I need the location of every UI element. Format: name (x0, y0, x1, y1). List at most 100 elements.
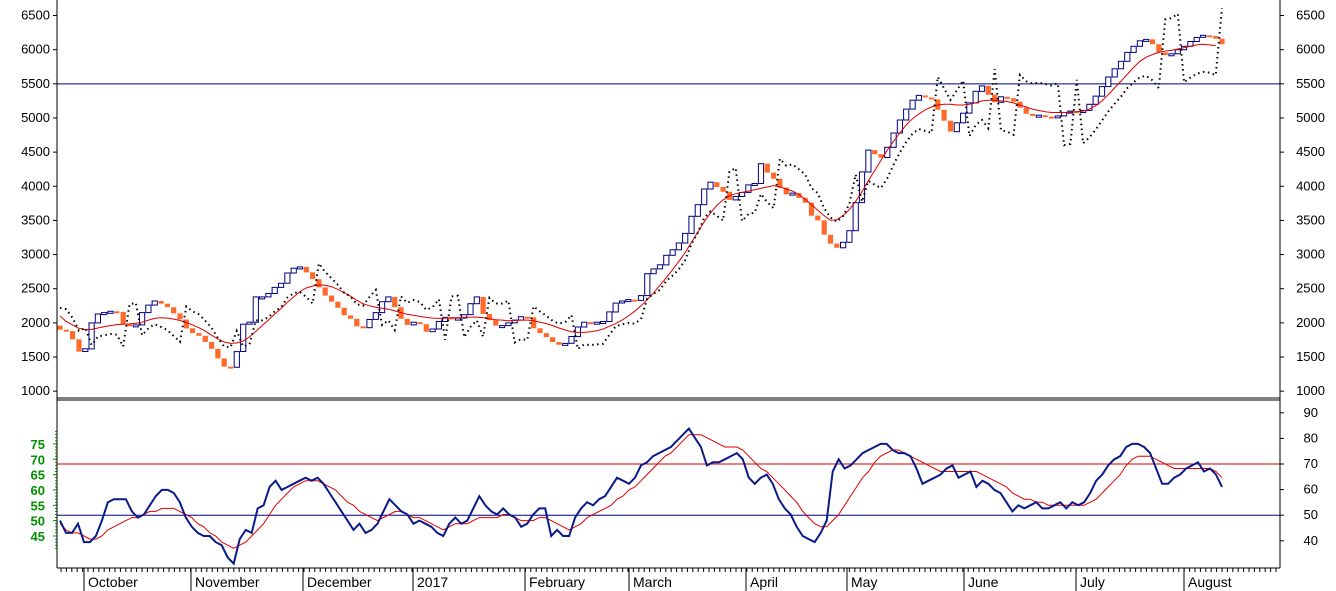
oscillator-tick-label-left: 70 (31, 452, 45, 467)
x-tick-label: December (307, 574, 372, 590)
candle-up (379, 301, 386, 314)
oscillator-tick-label-right: 90 (1304, 405, 1318, 420)
candle-down (1149, 39, 1156, 45)
candle-up (1117, 60, 1125, 70)
candle-up (1143, 38, 1150, 42)
oscillator-tick-label-left: 50 (31, 514, 45, 529)
candle-down (329, 295, 335, 302)
candle-up (132, 324, 139, 328)
candle-up (467, 303, 474, 316)
candle-up (707, 181, 714, 190)
candle-up (499, 325, 506, 329)
candle-down (1156, 44, 1162, 53)
candle-up (517, 316, 525, 321)
candle-down (556, 342, 562, 345)
candle-up (675, 242, 682, 251)
candle-down (1206, 35, 1212, 38)
candle-up (732, 196, 739, 201)
oscillator-tick-label-right: 40 (1304, 533, 1318, 548)
candle-down (720, 187, 726, 192)
candle-up (789, 192, 796, 196)
candle-down (796, 193, 802, 198)
dotted-band-line (59, 8, 1223, 351)
candle-up (606, 311, 613, 322)
candle-down (587, 322, 594, 325)
candle-up (473, 296, 480, 305)
x-tick-label: November (195, 574, 260, 590)
candle-up (1054, 115, 1061, 119)
candle-up (562, 342, 569, 346)
candle-down (771, 172, 777, 179)
candle-up (593, 321, 600, 325)
x-tick-label: 2017 (417, 574, 448, 590)
price-tick-label-right: 3000 (1296, 247, 1325, 262)
candle-up (461, 314, 468, 319)
candle-up (858, 171, 866, 204)
price-tick-label-right: 5500 (1296, 76, 1325, 91)
candle-up (151, 300, 158, 306)
oscillator-tick-label-right: 80 (1304, 430, 1318, 445)
candle-up (903, 108, 910, 121)
x-tick-label: February (529, 574, 585, 590)
candle-up (296, 266, 304, 270)
candle-down (209, 342, 215, 349)
oscillator-tick-label-right: 50 (1304, 507, 1318, 522)
candle-down (941, 109, 947, 121)
price-tick-label-right: 4000 (1296, 178, 1325, 193)
candle-down (1011, 98, 1017, 102)
candle-down (878, 154, 884, 158)
candle-up (1130, 45, 1137, 53)
candle-up (745, 184, 752, 193)
candle-down (303, 266, 309, 273)
candle-up (1098, 86, 1106, 97)
price-tick-label-left: 1500 (21, 349, 50, 364)
price-tick-label-right: 4500 (1296, 144, 1325, 159)
candle-up (865, 149, 872, 173)
candle-down (922, 95, 928, 98)
candle-down (714, 182, 720, 187)
candle-down (524, 316, 530, 319)
candle-up (1124, 51, 1131, 62)
candle-down (531, 317, 537, 329)
candle-down (120, 311, 126, 325)
candle-up (688, 215, 695, 234)
candle-up (568, 336, 575, 344)
candle-up (410, 321, 417, 326)
candle-down (985, 85, 991, 95)
candle-up (1193, 36, 1200, 43)
price-tick-label-right: 1000 (1296, 383, 1325, 398)
candle-down (63, 329, 69, 332)
candle-up (1035, 114, 1043, 118)
candle-down (227, 366, 234, 369)
candle-up (915, 94, 922, 101)
candle-up (429, 328, 436, 333)
candle-down (126, 324, 133, 327)
candle-up (139, 312, 146, 326)
candle-up (271, 286, 278, 294)
oscillator-panel (57, 427, 1280, 566)
candle-up (650, 268, 657, 275)
candle-up (1111, 68, 1118, 78)
candle-down (827, 234, 834, 244)
candle-up (1105, 76, 1112, 88)
candle-down (1048, 116, 1055, 119)
candle-down (354, 318, 360, 327)
price-tick-label-left: 6500 (21, 8, 50, 23)
price-tick-label-right: 1500 (1296, 349, 1325, 364)
x-tick-label: October (88, 574, 138, 590)
candle-up (909, 99, 916, 110)
x-tick-label: June (968, 574, 999, 590)
candle-up (252, 296, 259, 323)
candle-up (997, 96, 1005, 103)
candle-down (834, 243, 840, 248)
candle-down (947, 120, 954, 132)
candle-up (644, 273, 651, 297)
candle-down (347, 315, 354, 319)
candle-down (537, 328, 543, 334)
candle-down (360, 326, 366, 329)
candle-up (612, 302, 619, 313)
candle-up (284, 272, 291, 284)
candle-up (1174, 49, 1181, 55)
candle-up (600, 321, 607, 324)
